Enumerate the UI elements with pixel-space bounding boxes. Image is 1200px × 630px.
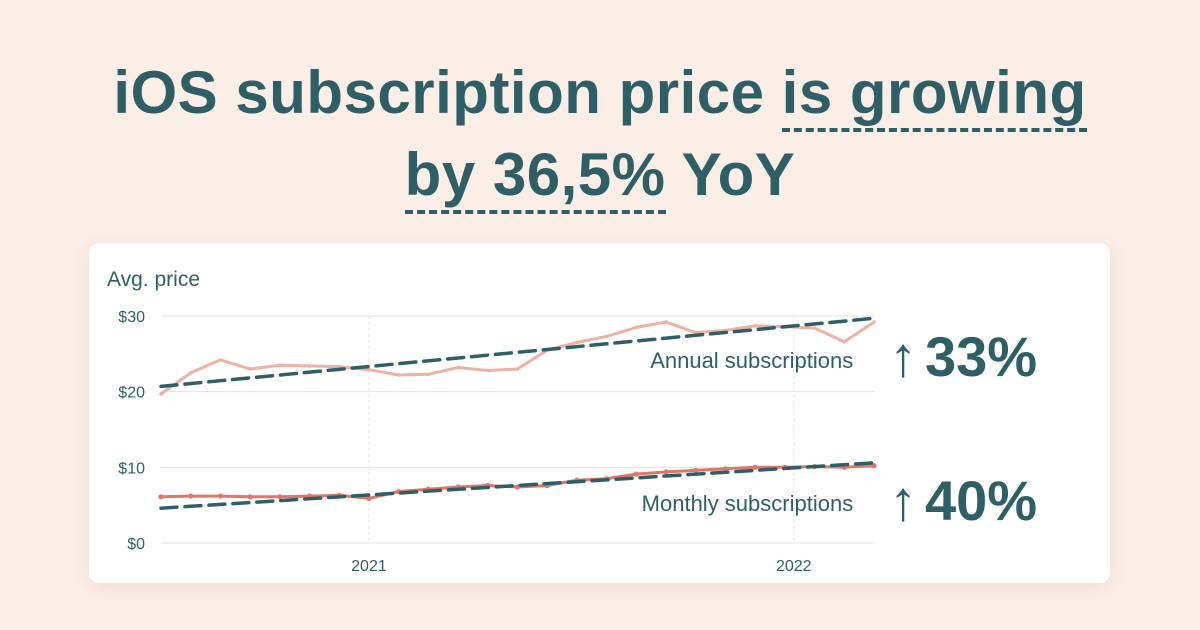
data-point	[485, 368, 490, 373]
y-tick-label: $10	[118, 460, 145, 477]
data-point	[277, 494, 283, 500]
monthly-growth-value: 40%	[925, 469, 1038, 532]
arrow-up-icon: ↑	[889, 469, 917, 532]
data-point	[753, 324, 757, 328]
data-point	[872, 320, 876, 324]
data-point	[367, 367, 371, 372]
data-point	[664, 320, 668, 324]
data-point	[396, 373, 401, 377]
data-point	[604, 334, 609, 339]
y-tick-label: $0	[127, 536, 145, 553]
data-point	[575, 340, 579, 345]
data-point	[722, 466, 729, 472]
data-point	[633, 471, 639, 477]
data-point	[812, 326, 817, 330]
data-point	[456, 365, 460, 370]
data-point	[217, 493, 224, 499]
data-point	[188, 370, 193, 375]
headline-text-plain: iOS subscription price	[113, 59, 782, 126]
x-tick-label: 2021	[351, 558, 387, 575]
data-point	[663, 469, 669, 475]
headline: iOS subscription price is growing by 36,…	[0, 52, 1200, 216]
data-point	[188, 493, 194, 499]
data-point	[158, 494, 164, 500]
data-point	[515, 367, 520, 371]
headline-underlined-text: is growing	[781, 62, 1087, 132]
data-point	[278, 363, 282, 367]
trend-line	[159, 316, 876, 389]
series-label: Annual subscriptions	[650, 348, 853, 373]
arrow-up-icon: ↑	[889, 325, 917, 388]
data-point	[871, 463, 877, 469]
data-point	[366, 495, 372, 501]
chart-card: Avg. price $0 $10 $20 $30 2021 2022 Annual subs…	[89, 243, 1110, 583]
y-axis-title: Avg. price	[107, 268, 200, 291]
data-point	[248, 367, 252, 371]
line-chart: Avg. price $0 $10 $20 $30 2021 2022 Annual subs…	[107, 268, 877, 575]
headline-line-1: iOS subscription price is growing	[0, 52, 1200, 134]
headline-text-yoy: YoY	[665, 141, 796, 208]
data-point	[247, 494, 253, 500]
annual-growth-badge: ↑ 33%	[889, 327, 1089, 387]
data-point	[842, 339, 847, 344]
annual-growth-value: 33%	[925, 325, 1038, 388]
data-point	[693, 467, 699, 473]
data-point	[218, 358, 223, 362]
data-point	[307, 364, 312, 368]
monthly-growth-badge: ↑ 40%	[889, 471, 1089, 531]
data-point	[426, 372, 431, 377]
headline-underlined-percent: by 36,5%	[404, 144, 666, 214]
data-point	[159, 392, 163, 396]
data-point	[752, 464, 758, 470]
x-tick-label: 2022	[776, 558, 812, 575]
y-tick-label: $30	[118, 309, 145, 326]
y-tick-label: $20	[118, 385, 145, 402]
series-label: Monthly subscriptions	[642, 491, 854, 516]
trend-line	[159, 461, 876, 510]
headline-line-2: by 36,5% YoY	[0, 134, 1200, 216]
data-point	[634, 325, 639, 330]
